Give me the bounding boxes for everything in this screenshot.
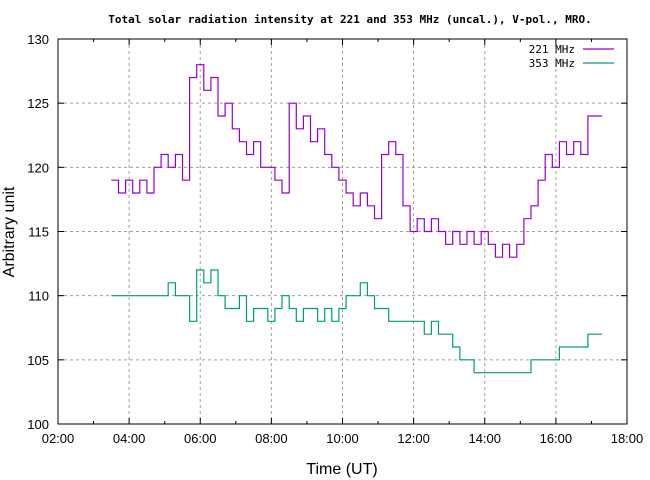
y-tick-label: 105 [27, 353, 49, 368]
x-tick-label: 08:00 [255, 431, 288, 446]
x-tick-label: 12:00 [397, 431, 430, 446]
series-line-221-mhz [111, 64, 603, 258]
chart-title: Total solar radiation intensity at 221 a… [108, 13, 591, 26]
y-tick-label: 125 [27, 96, 49, 111]
legend-label: 221 MHz [529, 43, 575, 56]
series-line-353-mhz [111, 269, 603, 374]
y-axis-label: Arbitrary unit [1, 186, 18, 277]
y-tick-label: 130 [27, 32, 49, 47]
y-tick-label: 120 [27, 160, 49, 175]
y-tick-label: 115 [28, 225, 49, 240]
x-tick-label: 02:00 [42, 431, 75, 446]
x-tick-label: 16:00 [540, 431, 573, 446]
y-tick-label: 110 [28, 289, 49, 304]
legend-label: 353 MHz [529, 57, 575, 70]
y-tick-label: 100 [27, 417, 49, 432]
series-group [111, 64, 603, 374]
x-axis-label: Time (UT) [306, 461, 377, 478]
tick-labels: 02:00 04:00 06:00 08:00 10:00 12:00 14:00 16:00… [27, 32, 643, 446]
x-tick-label: 18:00 [611, 431, 644, 446]
x-tick-label: 04:00 [113, 431, 146, 446]
x-tick-label: 10:00 [326, 431, 359, 446]
x-tick-label: 06:00 [184, 431, 217, 446]
grid [57, 38, 628, 425]
x-tick-label: 14:00 [468, 431, 501, 446]
plot-frame [57, 38, 628, 425]
